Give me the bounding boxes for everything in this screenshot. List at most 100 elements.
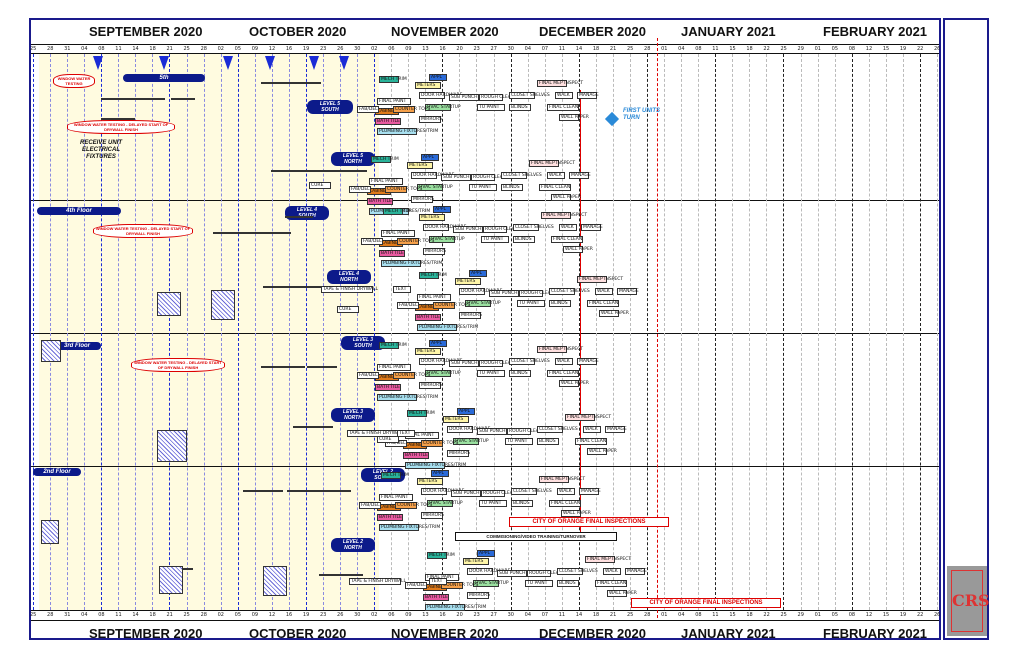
day-tick: 22 bbox=[763, 612, 770, 618]
day-tick: 08 bbox=[848, 46, 856, 52]
window-water-callout: WINDOW WATER TESTING bbox=[53, 74, 95, 88]
milestone-marker bbox=[223, 56, 233, 70]
gridline bbox=[118, 54, 120, 610]
task-block: TU PAINT bbox=[517, 300, 545, 307]
task-block: COUNTER TOPS bbox=[441, 582, 479, 589]
day-tick: 11 bbox=[712, 46, 719, 52]
task-block: TU PAINT bbox=[479, 500, 507, 507]
task-block: METERS bbox=[415, 348, 441, 355]
task-block: BLINDS bbox=[509, 104, 531, 111]
day-tick: 11 bbox=[558, 612, 566, 618]
receive-fixtures-note: RECEIVE UNIT ELECTRICAL FIXTURES bbox=[79, 140, 122, 160]
task-block: BLINDS bbox=[509, 370, 531, 377]
task-block: DOOR HARDWARE bbox=[419, 92, 463, 99]
task-block: FAB/DEL bbox=[397, 302, 419, 309]
task-block: WALL PAPER bbox=[607, 590, 637, 597]
task-block bbox=[101, 98, 165, 100]
task-block: ROUGH CLEAN bbox=[479, 360, 515, 367]
day-tick: 18 bbox=[592, 46, 600, 52]
gridline bbox=[817, 54, 819, 610]
task-block bbox=[261, 366, 305, 368]
task-block: DOOR HARDWARE bbox=[467, 568, 511, 575]
task-block: HVAC STARTUP bbox=[425, 104, 461, 111]
gridline bbox=[851, 54, 853, 610]
task-block bbox=[271, 170, 325, 172]
task-block: TU PAINT bbox=[477, 104, 505, 111]
task-block: PLUMBING FIXTURES/TRIM bbox=[381, 260, 443, 267]
task-block bbox=[301, 82, 321, 84]
task-block bbox=[211, 290, 235, 320]
gridline bbox=[237, 54, 239, 610]
gridline bbox=[271, 54, 273, 610]
task-block: SUB PUNCH bbox=[489, 290, 519, 297]
level-label: LEVEL 5 SOUTH bbox=[307, 100, 353, 114]
gridline bbox=[459, 54, 461, 610]
day-tick: 15 bbox=[729, 612, 736, 618]
task-block: SUB PUNCH bbox=[453, 226, 483, 233]
gridline bbox=[578, 54, 580, 610]
day-tick: 02 bbox=[371, 46, 378, 52]
day-tick: 22 bbox=[916, 612, 924, 618]
gridline bbox=[33, 54, 34, 610]
diamond-icon bbox=[604, 111, 620, 127]
task-block: APPL bbox=[477, 550, 495, 557]
task-block: BLINDS bbox=[501, 184, 523, 191]
level-label: LEVEL 4 NORTH bbox=[327, 270, 371, 284]
tick-rule-bottom-2 bbox=[31, 620, 939, 621]
task-block bbox=[307, 366, 337, 368]
day-tick: 18 bbox=[149, 46, 156, 52]
completed-band bbox=[39, 54, 379, 610]
task-block: TEXT bbox=[429, 578, 447, 585]
month-label-top: SEPTEMBER 2020 bbox=[89, 24, 203, 39]
task-block: SUB PUNCH bbox=[449, 94, 479, 101]
day-tick: 08 bbox=[695, 612, 702, 618]
task-block: MANAGE bbox=[625, 568, 647, 575]
milestone-marker bbox=[159, 56, 169, 70]
day-tick: 25 bbox=[30, 612, 37, 618]
task-block: WALL PAPER bbox=[587, 448, 617, 455]
task-block: WALK bbox=[583, 426, 601, 433]
gridline bbox=[322, 54, 324, 610]
task-block: BLINDS bbox=[537, 438, 559, 445]
gridline bbox=[254, 54, 256, 610]
task-block bbox=[41, 340, 61, 362]
day-tick: 30 bbox=[507, 612, 514, 618]
task-block: CLOSET SHELVES bbox=[501, 172, 542, 179]
task-block: FINAL PAINT bbox=[381, 230, 415, 237]
gridline bbox=[408, 54, 410, 610]
day-tick: 28 bbox=[644, 612, 651, 618]
day-tick: 12 bbox=[268, 612, 276, 618]
task-block: MANAGE bbox=[579, 488, 601, 495]
day-tick: 22 bbox=[916, 46, 924, 52]
day-tick: 31 bbox=[64, 612, 71, 618]
task-block: METERS bbox=[455, 278, 481, 285]
tick-rule-top bbox=[31, 44, 939, 45]
task-block: MIRRORS bbox=[419, 116, 442, 123]
month-label-bottom: NOVEMBER 2020 bbox=[391, 626, 499, 641]
month-label-top: OCTOBER 2020 bbox=[249, 24, 347, 39]
task-block bbox=[41, 520, 59, 544]
day-tick: 04 bbox=[81, 612, 88, 618]
task-block: MANAGE bbox=[577, 358, 599, 365]
task-block: HVAC STARTUP bbox=[473, 580, 509, 587]
task-block: DOOR HARDWARE bbox=[419, 358, 463, 365]
day-tick: 14 bbox=[132, 612, 139, 618]
task-block: SUB PUNCH bbox=[441, 174, 471, 181]
day-tick: 28 bbox=[644, 46, 651, 52]
level-label: LEVEL 5 NORTH bbox=[331, 152, 375, 166]
gridline bbox=[902, 54, 904, 610]
task-block: FINAL PAINT bbox=[377, 98, 411, 105]
day-tick: 23 bbox=[473, 46, 480, 52]
task-block: METERS bbox=[443, 416, 469, 423]
gridline bbox=[220, 54, 222, 610]
task-block bbox=[293, 426, 333, 428]
gridline bbox=[135, 54, 137, 610]
task-block: TAPE & FINISH DRYWALL bbox=[349, 578, 407, 585]
task-block bbox=[171, 98, 195, 100]
task-block: MANAGE bbox=[581, 224, 603, 231]
task-block: MECH TRIM bbox=[381, 472, 409, 479]
level-label: LEVEL 3 SOUTH bbox=[341, 336, 385, 350]
task-block: APPL bbox=[421, 154, 439, 161]
task-block: SUB PUNCH bbox=[477, 428, 507, 435]
day-tick: 14 bbox=[132, 46, 139, 52]
